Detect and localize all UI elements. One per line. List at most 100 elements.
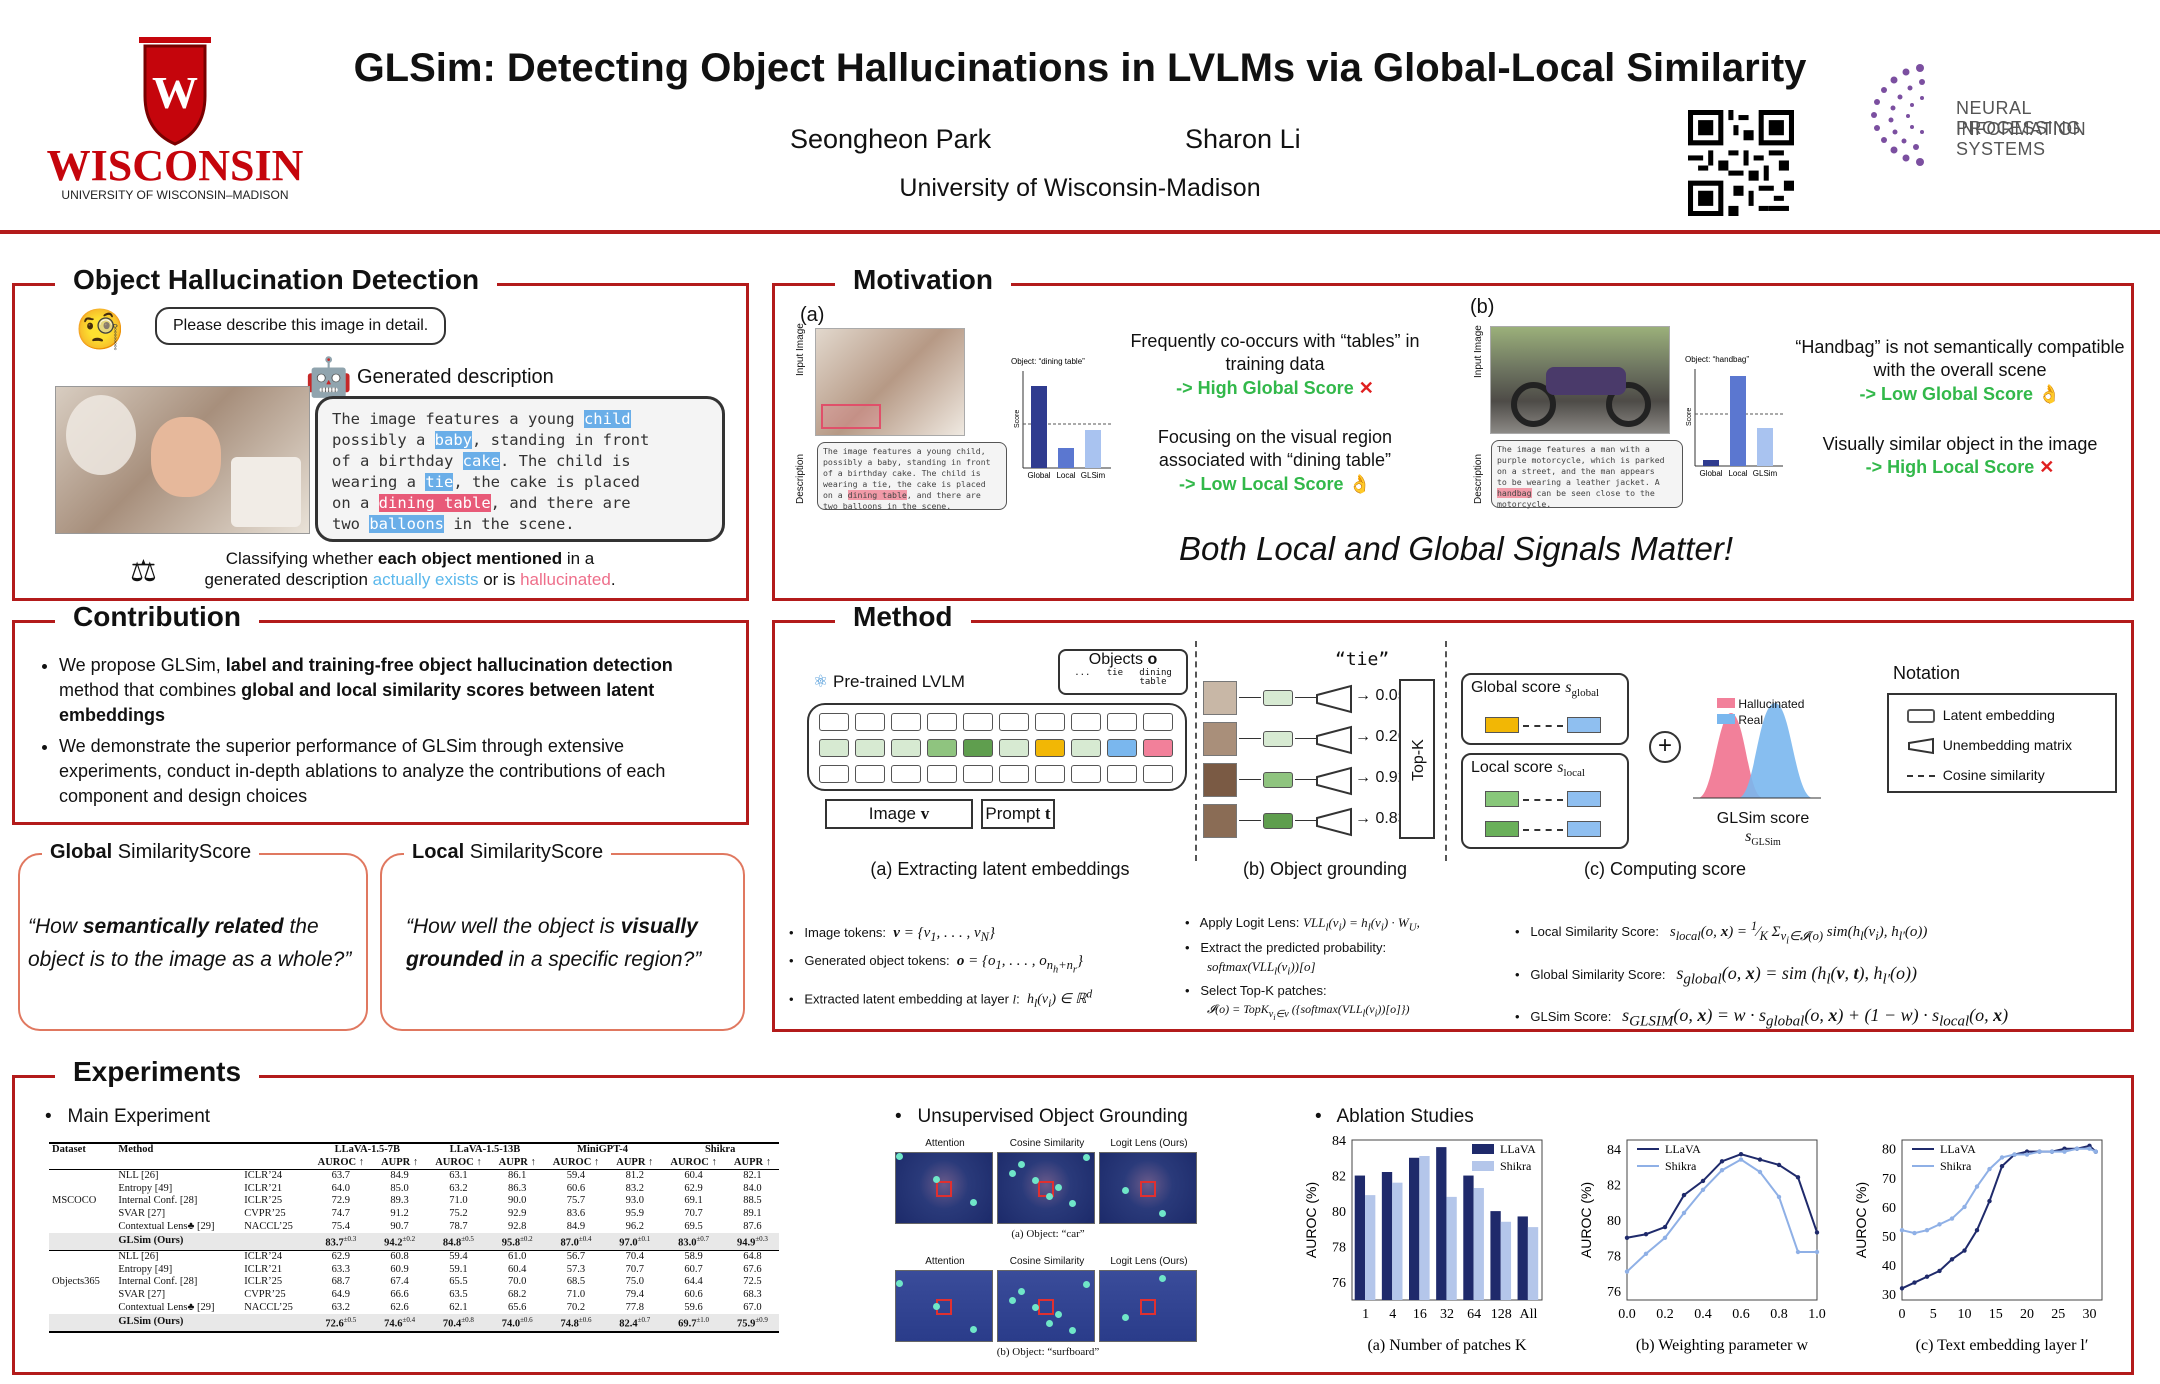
global-question: “How semantically related the object is … [28, 910, 368, 976]
value-cell: 66.6 [390, 1289, 409, 1301]
motivation-b-bar-glsim [1757, 428, 1773, 466]
point-shikra [2049, 1149, 2055, 1154]
motivation-a-x-glsim: GLSim [1081, 471, 1106, 480]
method-cell: Internal Conf. [28] [118, 1195, 198, 1207]
point-shikra [1924, 1227, 1930, 1233]
dataset-cell [49, 1183, 115, 1196]
latent-token [1143, 713, 1173, 731]
latent-token [963, 765, 993, 783]
latent-token [1143, 739, 1173, 757]
latent-token [891, 713, 921, 731]
value-cell: 83.2 [625, 1182, 644, 1194]
point-shikra [2087, 1146, 2092, 1151]
chart-caption: (a) Number of patches K [1367, 1337, 1526, 1354]
x-tick-label: 64 [1467, 1307, 1481, 1322]
unembedding-matrix-icon [1316, 725, 1352, 755]
point-llava [1937, 1268, 1942, 1274]
x-tick-label: 0.6 [1732, 1307, 1750, 1322]
value-cell: 63.1 [449, 1170, 468, 1182]
bar-llava [1409, 1157, 1420, 1300]
highlight-real: cake [462, 452, 500, 470]
lvlm-box [807, 703, 1187, 791]
arrow [1295, 820, 1317, 821]
value-cell: 68.5 [566, 1276, 586, 1288]
col-header-aupr: AUPR ↑ [498, 1156, 536, 1168]
point-shikra [1974, 1184, 1980, 1189]
col-header-aupr: AUPR ↑ [616, 1156, 654, 1168]
col-header-aupr: AUPR ↑ [733, 1156, 771, 1168]
legend-swatch [1472, 1161, 1494, 1171]
y-tick-label: 60 [1882, 1201, 1896, 1216]
motivation-slogan: Both Local and Global Signals Matter! [1179, 530, 1733, 567]
value-cell: 60.4 [508, 1263, 527, 1275]
bar-llava [1463, 1175, 1474, 1300]
contribution-panel: Contribution We propose GLSim, label and… [12, 601, 749, 825]
y-tick-label: 84 [1607, 1143, 1621, 1158]
motivation-a-desc-line: possibly a baby, standing in front [823, 457, 991, 467]
point-shikra [1776, 1194, 1782, 1200]
dataset-cell [49, 1264, 115, 1277]
uw-subtitle: UNIVERSITY OF WISCONSIN–MADISON [61, 188, 289, 202]
patch-embedding [1263, 772, 1293, 788]
value-cell: 70.7 [684, 1207, 703, 1219]
uw-wordmark: WISCONSIN [46, 141, 304, 190]
value-cell: 79.4 [625, 1289, 644, 1301]
point-llava [1987, 1198, 1992, 1204]
motivation-a-text-1: Frequently co-occurs with “tables” in tr… [1130, 331, 1420, 374]
topk-box: Top-K [1399, 679, 1435, 839]
classify-line: Classifying whether each object mentione… [175, 548, 645, 569]
method-divider-1 [1195, 641, 1197, 861]
cross-icon: ✕ [2039, 457, 2055, 477]
bar-llava [1436, 1147, 1447, 1300]
description-line: two balloons in the scene. [332, 514, 708, 535]
point-llava [1719, 1159, 1725, 1164]
value-cell: 84.0 [743, 1182, 762, 1194]
grounding-col-label: Attention [925, 1138, 965, 1149]
image-patch [1203, 804, 1237, 838]
col-header-aupr: AUPR ↑ [381, 1156, 419, 1168]
dataset-cell [49, 1208, 115, 1221]
text-segment: “How [28, 915, 83, 938]
latent-token [891, 765, 921, 783]
bar-shikra [1365, 1195, 1376, 1300]
y-tick-label: 30 [1882, 1288, 1896, 1303]
point-shikra [1700, 1187, 1706, 1192]
latent-token [819, 765, 849, 783]
motivation-a-ylabel: Score [1014, 410, 1021, 428]
generated-description-label: Generated description [357, 366, 554, 388]
value-cell: 95.9 [625, 1207, 644, 1219]
point-shikra [1899, 1227, 1905, 1233]
venue-cell: ICLR’21 [244, 1182, 283, 1194]
author-1: Seongheon Park [790, 124, 992, 154]
qr-code-icon[interactable] [1688, 110, 1794, 216]
latent-token [891, 739, 921, 757]
y-tick-label: 76 [1607, 1285, 1621, 1300]
baby-photo [55, 386, 310, 534]
grounding-score: → 0.92 [1355, 769, 1407, 786]
value-cell: 84.8±0.5 [442, 1235, 474, 1249]
bar-shikra [1446, 1196, 1457, 1300]
point-shikra [1719, 1168, 1725, 1173]
motivation-b-photo [1490, 326, 1670, 434]
motivation-title: Motivation [835, 264, 1011, 296]
table-row: Objects365 Internal Conf. [28] ICLR’25 68.7… [49, 1276, 779, 1289]
robot-icon: 🤖 [305, 357, 353, 399]
point-llava [1924, 1274, 1930, 1279]
arrow [1295, 779, 1317, 780]
point-llava [1795, 1175, 1801, 1180]
value-cell: 67.4 [390, 1276, 409, 1288]
venue-cell: ICLR’24 [244, 1251, 283, 1263]
unembedding-matrix-icon [1316, 684, 1352, 714]
text-segment: The image features a young [332, 410, 584, 428]
latent-token [855, 739, 885, 757]
header-divider [0, 230, 2160, 234]
dataset-cell: MSCOCO [52, 1195, 97, 1207]
grounding-heatmap [895, 1270, 993, 1342]
legend-label: Shikra [1665, 1159, 1697, 1173]
x-tick-label: 25 [2051, 1307, 2065, 1322]
venue-cell: ICLR’25 [244, 1195, 283, 1207]
neurips-line-2: PROCESSING SYSTEMS [1956, 118, 2082, 159]
x-tick-label: 0 [1899, 1307, 1906, 1322]
svg-text:W: W [152, 67, 198, 118]
value-cell: 75.4 [331, 1220, 350, 1232]
